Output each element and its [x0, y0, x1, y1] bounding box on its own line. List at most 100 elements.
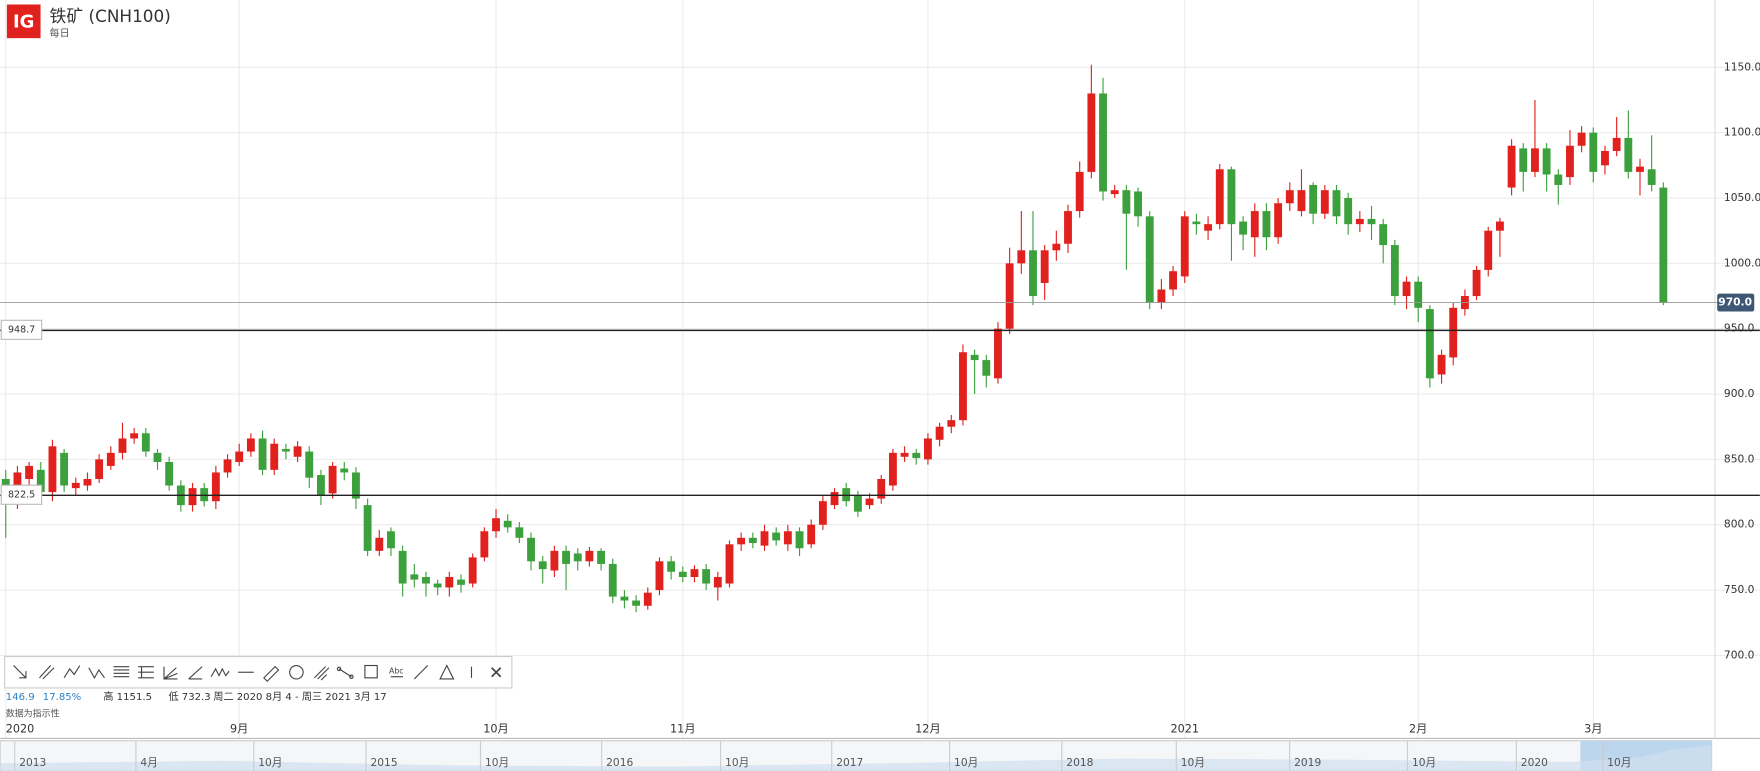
candle-body [1250, 211, 1259, 238]
icon-triangle[interactable] [439, 664, 455, 680]
last-price-label: 970.0 [1718, 296, 1752, 309]
icon-levels[interactable] [138, 666, 154, 679]
candle-body [398, 550, 407, 584]
candle-body [1484, 230, 1493, 270]
candle-body [258, 438, 267, 470]
candle-body [655, 561, 664, 591]
navigator-label: 10月 [725, 756, 749, 769]
candle-body [1, 478, 10, 489]
candle-body [1612, 137, 1621, 151]
candle-body [1507, 145, 1516, 188]
navigator-label: 2013 [19, 756, 46, 769]
y-tick-label: 1050.0 [1724, 191, 1760, 204]
candle-body [1367, 218, 1376, 225]
candle-body [1145, 216, 1154, 303]
icon-segment-dot [349, 674, 354, 679]
candle-body [632, 600, 641, 606]
candle-body [48, 446, 57, 493]
candle-body [562, 550, 570, 564]
candle-body [912, 452, 921, 459]
candle-body [725, 544, 734, 584]
candle-body [1636, 166, 1644, 172]
icon-channel[interactable] [313, 666, 330, 681]
candle-body [1542, 148, 1551, 175]
candle-body [1355, 218, 1364, 225]
candle-body [1531, 148, 1539, 172]
candle-body [1659, 187, 1668, 303]
candle-body [363, 505, 372, 551]
icon-angle[interactable] [188, 666, 203, 680]
candle-body [387, 531, 395, 549]
navigator-label: 10月 [1607, 756, 1631, 769]
navigator-label: 4月 [140, 756, 157, 769]
candle-body [188, 488, 197, 506]
stat: 17.85% [43, 692, 82, 703]
y-tick-label: 950.0 [1724, 322, 1755, 335]
candle-body [1425, 309, 1434, 379]
candle-body [982, 360, 991, 376]
candle-body [1601, 150, 1609, 166]
icon-line[interactable] [413, 665, 429, 680]
icon-segment[interactable] [338, 668, 352, 678]
toolbar: Abc [4, 655, 513, 689]
candle-body [853, 495, 862, 512]
y-tick-label: 1100.0 [1724, 126, 1760, 139]
candle-body [947, 420, 956, 427]
candle-body [1495, 221, 1504, 231]
candle-body [422, 576, 430, 584]
candle-body [550, 550, 559, 571]
candle-body [1332, 190, 1341, 217]
icon-close[interactable] [491, 667, 502, 678]
icon-segment-dot [336, 666, 342, 672]
y-tick-label: 800.0 [1724, 518, 1755, 531]
candle-body [713, 576, 722, 588]
candle-body [585, 550, 594, 562]
x-tick-label: 9月 [230, 722, 248, 735]
candle-body [36, 469, 45, 493]
candle-body [130, 433, 139, 439]
candle-body [994, 328, 1002, 379]
icon-ruler[interactable] [263, 665, 280, 683]
candle-body [1017, 250, 1026, 264]
icon-wave[interactable] [88, 667, 105, 679]
stat: 146.9 [6, 692, 35, 703]
icon-parallel[interactable] [39, 665, 55, 680]
candle-body [737, 537, 746, 545]
candle-body [211, 472, 220, 502]
candle-body [1110, 190, 1119, 195]
candle-body [293, 446, 302, 457]
candle-body [60, 452, 69, 486]
candle-body [783, 531, 792, 545]
navigator-label: 2015 [370, 756, 397, 769]
candle-body [1157, 289, 1166, 303]
candle-body [608, 563, 617, 597]
icon-rect[interactable] [364, 664, 378, 679]
icon-circle[interactable] [289, 664, 304, 680]
navigator-label: 2016 [606, 756, 633, 769]
subtitle: 每日 [50, 27, 70, 40]
candle-body [1005, 263, 1014, 329]
candle-body [772, 532, 781, 541]
x-tick-label: 2月 [1409, 722, 1427, 735]
icon-fib[interactable] [113, 666, 130, 678]
icon-polyline[interactable] [63, 665, 81, 679]
icon-elliott[interactable] [210, 667, 230, 678]
icon-arrow[interactable] [13, 665, 27, 679]
candle-body [246, 438, 255, 452]
candle-body [1402, 281, 1411, 297]
navigator-label: 2020 [1521, 756, 1548, 769]
icon-text[interactable]: Abc [389, 667, 404, 676]
x-tick-label: 11月 [670, 722, 696, 735]
candle-body [1554, 174, 1563, 185]
candle-body [830, 492, 839, 506]
navigator-label: 10月 [1412, 756, 1436, 769]
candle-body [1309, 184, 1318, 214]
candle-body [678, 571, 687, 577]
candle-body [1589, 132, 1598, 172]
candle-body [1566, 145, 1574, 178]
candle-body [153, 452, 162, 462]
y-tick-label: 900.0 [1724, 387, 1755, 400]
candle-body [1274, 203, 1283, 238]
icon-fan[interactable] [163, 666, 178, 680]
candle-body [316, 475, 325, 496]
